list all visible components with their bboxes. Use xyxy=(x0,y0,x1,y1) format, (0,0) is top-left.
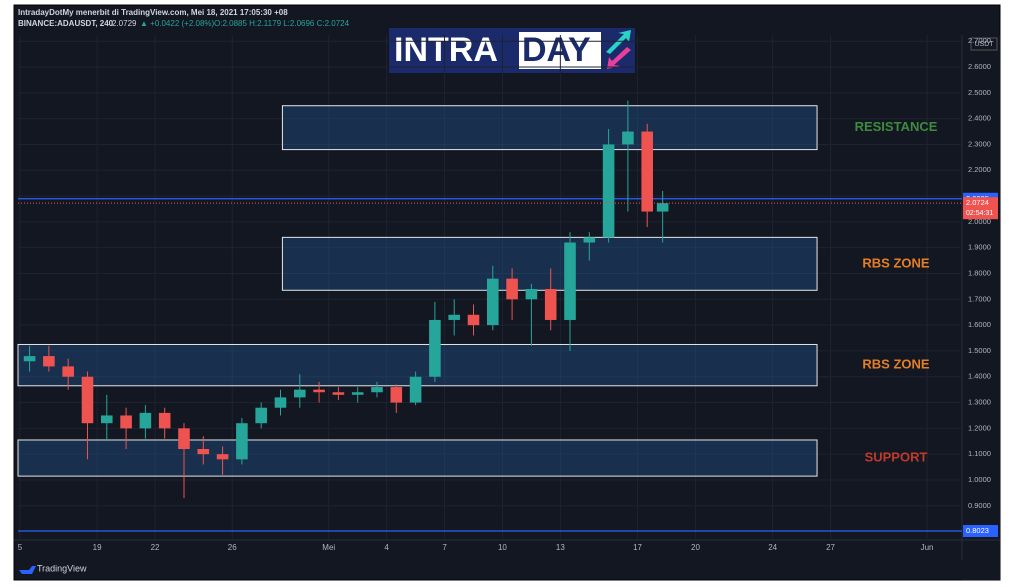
y-tick-label: 1.7000 xyxy=(968,294,991,303)
candle-body xyxy=(62,366,74,377)
logo-arrow-down xyxy=(607,47,631,69)
price: 2.0729 xyxy=(112,19,137,28)
change: ▲ +0.0422 (+2.08%) xyxy=(140,19,215,28)
x-tick-label: 5 xyxy=(18,543,23,552)
x-tick-label: 22 xyxy=(151,543,160,552)
y-tick-label: 2.2000 xyxy=(968,165,991,174)
candle-body xyxy=(390,387,403,403)
footer: TradingView xyxy=(37,563,87,573)
y-tick-label: 2.0000 xyxy=(968,217,991,226)
x-tick-label: 19 xyxy=(93,543,102,552)
zone-label: RBS ZONE xyxy=(862,357,930,372)
price-axis xyxy=(962,35,1000,580)
x-tick-label: 13 xyxy=(556,543,565,552)
y-tick-label: 1.0000 xyxy=(968,475,991,484)
countdown: 02:54:31 xyxy=(966,210,993,217)
x-tick-label: 20 xyxy=(691,543,700,552)
candle-body xyxy=(622,131,634,145)
y-tick-label: 1.9000 xyxy=(968,243,991,252)
zone-label: SUPPORT xyxy=(865,449,928,464)
candle-body xyxy=(487,278,499,326)
last-price-label: 2.0724 xyxy=(966,198,989,207)
candle-body xyxy=(506,278,518,300)
x-tick-label: Jun xyxy=(921,543,934,552)
x-tick-label: 4 xyxy=(384,543,389,552)
y-tick-label: 2.3000 xyxy=(968,139,991,148)
candle-body xyxy=(120,415,132,429)
candle-body xyxy=(448,314,460,320)
candle-body xyxy=(351,392,364,395)
publisher: IntradayDotMy menerbit di TradingView.co… xyxy=(18,8,288,17)
symbol: BINANCE:ADAUSDT, 240 xyxy=(18,19,114,28)
y-tick-label: 1.8000 xyxy=(968,268,991,277)
candle-body xyxy=(139,412,152,429)
currency-box xyxy=(970,37,998,51)
logo-left: INTRA xyxy=(394,31,498,69)
price-tag xyxy=(963,525,998,538)
candle-body xyxy=(429,319,441,377)
candle-body xyxy=(100,415,113,424)
candle-body xyxy=(23,356,36,362)
x-tick-label: 17 xyxy=(633,543,642,552)
candle-body xyxy=(255,407,267,424)
candle-body xyxy=(656,203,669,212)
candle-body xyxy=(294,389,306,398)
plot xyxy=(17,35,962,540)
y-tick-label: 2.4000 xyxy=(968,114,991,123)
x-tick-label: Mei xyxy=(322,543,335,552)
x-tick-label: 26 xyxy=(228,543,237,552)
ohlc: O:2.0885 H:2.1179 L:2.0696 C:2.0724 xyxy=(214,19,350,28)
y-tick-label: 2.7000 xyxy=(968,36,991,45)
candle-body xyxy=(525,288,538,300)
x-tick-label: 7 xyxy=(442,543,447,552)
candle-body xyxy=(332,392,345,395)
y-tick-label: 1.4000 xyxy=(968,372,991,381)
candle-body xyxy=(81,376,94,424)
candle-body xyxy=(467,314,480,326)
candle-body xyxy=(216,454,229,460)
zone xyxy=(281,105,818,151)
last-price-tag xyxy=(963,197,998,220)
currency: USDT xyxy=(974,41,994,48)
logo: INTRA DAY xyxy=(389,28,635,73)
y-tick-label: 1.3000 xyxy=(968,398,991,407)
y-tick-label: 2.6000 xyxy=(968,62,991,71)
candle-body xyxy=(43,356,55,367)
zone-label: RESISTANCE xyxy=(855,119,938,134)
candle-body xyxy=(544,288,557,320)
candle-body xyxy=(197,449,210,455)
y-tick-label: 1.2000 xyxy=(968,423,991,432)
zone-label: RBS ZONE xyxy=(862,255,930,270)
candle-body xyxy=(371,387,383,393)
candle-body xyxy=(274,397,287,408)
candle-body xyxy=(602,144,615,238)
tv-logo xyxy=(19,566,36,574)
zone xyxy=(281,236,818,291)
y-tick-label: 0.9000 xyxy=(968,501,991,510)
y-tick-label: 1.6000 xyxy=(968,320,991,329)
candle-body xyxy=(236,423,248,460)
x-tick-label: 10 xyxy=(498,543,507,552)
candle-body xyxy=(313,389,325,393)
logo-right: DAY xyxy=(522,31,591,69)
y-tick-label: 1.1000 xyxy=(968,449,991,458)
candle-body xyxy=(158,412,171,429)
x-tick-label: 24 xyxy=(768,543,777,552)
logo-arrow-up xyxy=(606,30,631,54)
candle-body xyxy=(564,242,576,320)
zone xyxy=(17,439,818,477)
y-tick-label: 1.5000 xyxy=(968,346,991,355)
x-tick-label: 27 xyxy=(826,543,835,552)
y-tick-label: 2.5000 xyxy=(968,88,991,97)
candle-body xyxy=(409,376,422,403)
candle-body xyxy=(641,131,653,212)
candle-body xyxy=(583,237,596,243)
price-tag-label: 0.8023 xyxy=(966,526,989,535)
candle-body xyxy=(178,428,190,450)
